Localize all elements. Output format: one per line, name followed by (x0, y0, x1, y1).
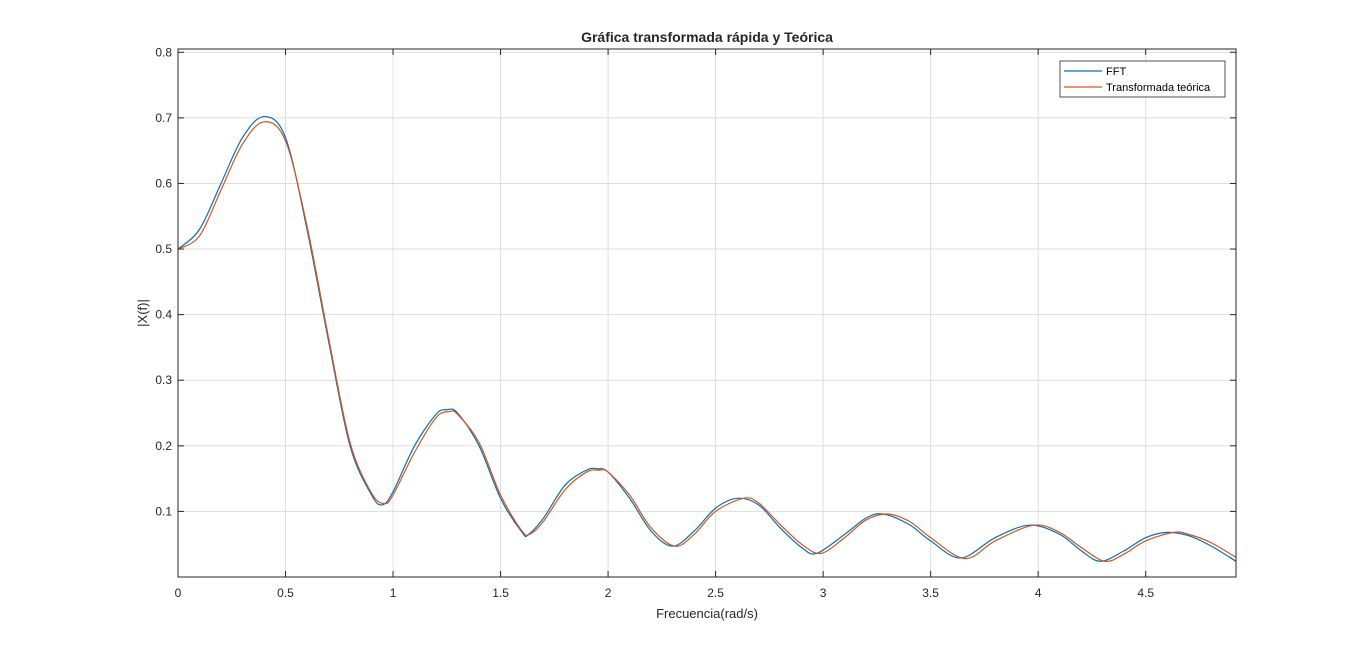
y-tick-label: 0.3 (155, 373, 172, 387)
y-tick-label: 0.8 (155, 45, 172, 59)
x-tick-label: 2.5 (707, 586, 724, 600)
y-tick-label: 0.5 (155, 242, 172, 256)
series-line-teorica (177, 121, 1237, 563)
y-axis-label: |X(f)| (135, 299, 150, 327)
x-tick-label: 4.5 (1137, 586, 1154, 600)
tick-marks (177, 49, 1236, 577)
legend-box (1059, 60, 1226, 98)
y-tick-label: 0.6 (155, 176, 172, 190)
x-tick-label: 3.5 (922, 586, 939, 600)
y-tick-label: 0.2 (155, 439, 172, 453)
series-lines (177, 115, 1237, 563)
y-tick-labels: 0.1 0.2 0.3 0.4 0.5 0.6 0.7 0.8 (155, 45, 172, 518)
grid-lines (178, 49, 1236, 577)
x-tick-label: 0 (175, 586, 182, 600)
legend-label-teorica: Transformada teórica (1106, 82, 1211, 94)
x-tick-label: 2 (605, 586, 612, 600)
y-tick-label: 0.4 (155, 308, 172, 322)
y-tick-label: 0.1 (155, 504, 172, 518)
x-tick-label: 1.5 (492, 586, 509, 600)
x-tick-label: 3 (820, 586, 827, 600)
x-tick-labels: 0 0.5 1 1.5 2 2.5 3 3.5 4 4.5 (175, 586, 1155, 600)
series-line-fft (177, 115, 1237, 562)
legend-label-fft: FFT (1106, 66, 1126, 78)
axes-box (177, 48, 1237, 578)
legend: FFT Transformada teórica (1059, 60, 1226, 98)
chart-title: Gráfica transformada rápida y Teórica (581, 29, 833, 45)
x-axis-label: Frecuencia(rad/s) (656, 606, 758, 621)
y-tick-label: 0.7 (155, 111, 172, 125)
x-tick-label: 4 (1035, 586, 1042, 600)
x-tick-label: 1 (390, 586, 397, 600)
plot-area (178, 49, 1236, 577)
x-tick-label: 0.5 (277, 586, 294, 600)
